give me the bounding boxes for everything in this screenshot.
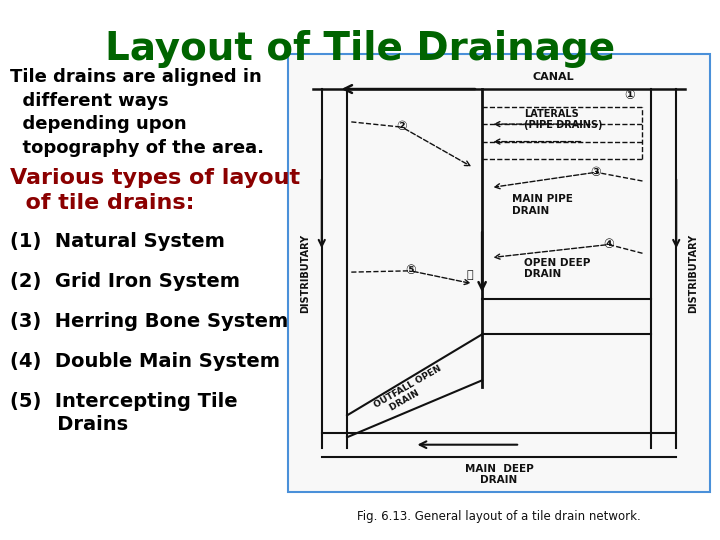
Text: (4)  Double Main System: (4) Double Main System <box>10 352 280 371</box>
Text: OUTFALL OPEN
    DRAIN: OUTFALL OPEN DRAIN <box>372 364 448 418</box>
Text: (3)  Herring Bone System: (3) Herring Bone System <box>10 312 288 331</box>
Text: LATERALS
(PIPE DRAINS): LATERALS (PIPE DRAINS) <box>524 109 603 130</box>
Text: CANAL: CANAL <box>533 72 575 83</box>
Text: ③: ③ <box>590 166 601 179</box>
Text: MAIN  DEEP
DRAIN: MAIN DEEP DRAIN <box>464 463 534 485</box>
Text: Tile drains are aligned in
  different ways
  depending upon
  topography of the: Tile drains are aligned in different way… <box>10 68 264 157</box>
Text: DISTRIBUTARY: DISTRIBUTARY <box>688 233 698 313</box>
Text: OPEN DEEP
DRAIN: OPEN DEEP DRAIN <box>524 258 590 279</box>
Text: (2)  Grid Iron System: (2) Grid Iron System <box>10 272 240 291</box>
Text: MAIN PIPE
DRAIN: MAIN PIPE DRAIN <box>512 194 572 216</box>
Text: ④: ④ <box>603 238 614 251</box>
Text: Various types of layout
  of tile drains:: Various types of layout of tile drains: <box>10 168 300 213</box>
Text: ⑤: ⑤ <box>405 264 415 278</box>
Text: (1)  Natural System: (1) Natural System <box>10 232 225 251</box>
Text: (5)  Intercepting Tile
       Drains: (5) Intercepting Tile Drains <box>10 392 238 435</box>
Text: Layout of Tile Drainage: Layout of Tile Drainage <box>105 30 615 68</box>
Text: ①: ① <box>624 89 635 102</box>
Text: ②: ② <box>397 120 408 133</box>
Text: Fig. 6.13. General layout of a tile drain network.: Fig. 6.13. General layout of a tile drai… <box>357 510 641 523</box>
Bar <box>288 54 710 492</box>
Text: DISTRIBUTARY: DISTRIBUTARY <box>300 233 310 313</box>
Text: Ⓐ: Ⓐ <box>466 270 473 280</box>
